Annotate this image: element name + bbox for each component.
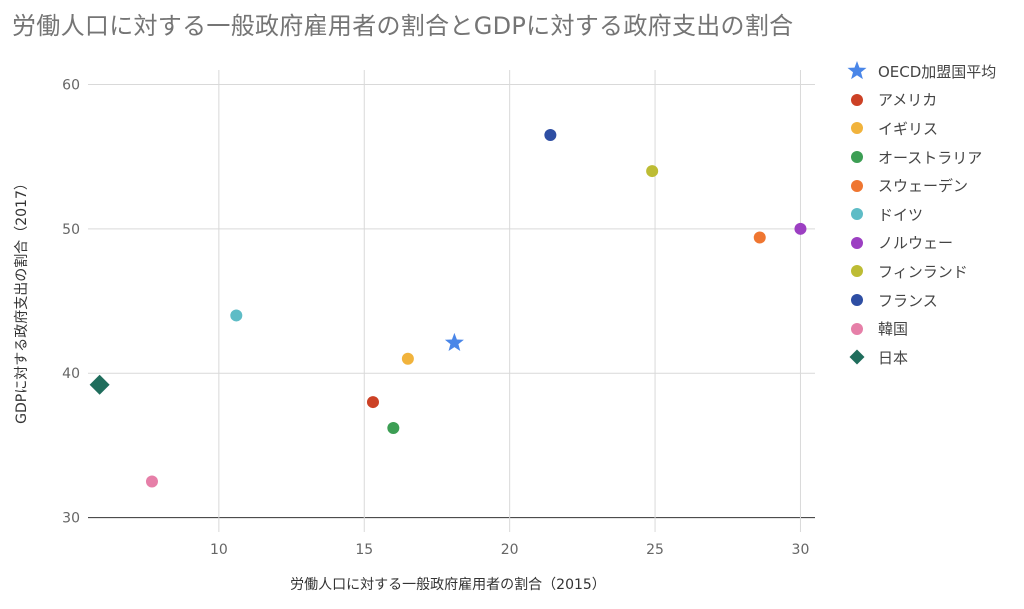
legend-circle-icon [851, 93, 863, 106]
legend-symbol-icon [851, 151, 863, 164]
legend-symbol-icon [851, 179, 863, 192]
point-diamond [89, 374, 110, 395]
data-point [544, 128, 557, 141]
data-point [387, 422, 400, 435]
point-star [444, 332, 464, 351]
legend-symbol-icon [851, 93, 863, 106]
legend-label: ノルウェー [878, 234, 954, 253]
legend-label: OECD加盟国平均 [878, 62, 997, 81]
x-tick-label: 25 [646, 542, 664, 558]
legend: OECD加盟国平均 アメリカイギリスオーストラリア スウェーデン ドイツノルウェーフィ… [846, 57, 996, 372]
point-circle [544, 128, 557, 141]
legend-circle-icon [851, 179, 863, 192]
x-tick-label: 15 [355, 542, 373, 558]
data-point [646, 165, 659, 178]
legend-item[interactable]: アメリカ [846, 86, 996, 115]
legend-label: イギリス [878, 119, 939, 138]
data-point [444, 332, 464, 351]
data-point [401, 352, 414, 365]
legend-circle-icon [851, 265, 863, 278]
point-circle [145, 475, 158, 488]
legend-label: フランス [878, 291, 938, 310]
legend-symbol-icon [851, 294, 863, 307]
point-circle [794, 222, 807, 235]
legend-item[interactable]: ドイツ [846, 200, 996, 229]
legend-label: アメリカ [878, 91, 938, 110]
point-circle [401, 352, 414, 365]
legend-item[interactable]: フィンランド [846, 257, 996, 286]
legend-star-icon [847, 61, 867, 80]
data-point [753, 231, 766, 244]
legend-item[interactable]: フランス [846, 286, 996, 315]
chart-title: 労働人口に対する一般政府雇用者の割合とGDPに対する政府支出の割合 [12, 12, 794, 40]
legend-item[interactable]: スウェーデン [846, 171, 996, 200]
legend-item[interactable]: オーストラリア [846, 143, 996, 172]
legend-symbol-icon [849, 349, 865, 365]
legend-diamond-icon [849, 349, 865, 365]
x-axis-title: 労働人口に対する一般政府雇用者の割合（2015） [290, 576, 606, 593]
x-tick-label: 30 [792, 542, 810, 558]
y-axis-title: GDPに対する政府支出の割合（2017） [13, 176, 30, 424]
data-point [230, 309, 243, 322]
y-tick-label: 50 [62, 222, 80, 238]
grid-lines [88, 70, 815, 532]
legend-symbol-icon [851, 265, 863, 278]
point-circle [366, 396, 379, 409]
legend-item[interactable]: ノルウェー [846, 229, 996, 258]
legend-label: オーストラリア [878, 148, 983, 167]
point-circle [646, 165, 659, 178]
data-points [89, 128, 807, 488]
legend-circle-icon [851, 208, 863, 221]
y-tick-label: 30 [62, 511, 80, 527]
legend-label: スウェーデン [878, 177, 969, 196]
legend-circle-icon [851, 236, 863, 249]
legend-circle-icon [851, 151, 863, 164]
legend-label: フィンランド [878, 262, 968, 281]
legend-label: ドイツ [878, 205, 924, 224]
legend-item[interactable]: 韓国 [846, 314, 996, 343]
legend-item[interactable]: イギリス [846, 114, 996, 143]
legend-item[interactable]: OECD加盟国平均 [846, 57, 996, 86]
point-circle [753, 231, 766, 244]
point-circle [230, 309, 243, 322]
x-tick-label: 20 [501, 542, 519, 558]
legend-symbol-icon [847, 61, 867, 80]
legend-circle-icon [851, 294, 863, 307]
legend-circle-icon [851, 122, 863, 135]
legend-symbol-icon [851, 322, 863, 335]
legend-symbol-icon [851, 236, 863, 249]
data-point [145, 475, 158, 488]
legend-symbol-icon [851, 208, 863, 221]
tick-labels: 30 40 50 60 10 15 20 25 30 [62, 77, 809, 558]
data-point [89, 374, 110, 395]
legend-symbol-icon [851, 122, 863, 135]
y-tick-label: 60 [62, 77, 80, 93]
legend-circle-icon [851, 322, 863, 335]
legend-item[interactable]: 日本 [846, 343, 996, 372]
x-tick-label: 10 [210, 542, 228, 558]
point-circle [387, 422, 400, 435]
legend-label: 韓国 [878, 320, 909, 339]
legend-label: 日本 [878, 348, 909, 367]
data-point [794, 222, 807, 235]
y-tick-label: 40 [62, 366, 80, 382]
data-point [366, 396, 379, 409]
